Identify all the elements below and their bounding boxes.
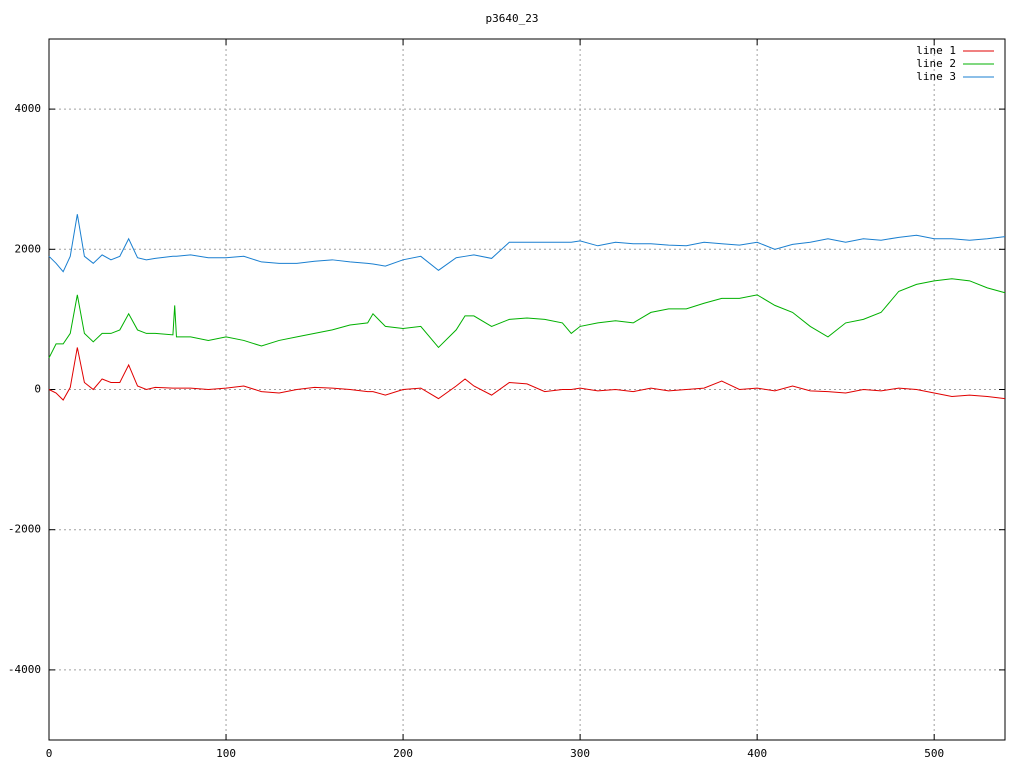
y-tick-label: 4000 (15, 102, 42, 115)
chart-title: p3640_23 (486, 12, 539, 25)
x-tick-label: 100 (216, 747, 236, 760)
y-tick-label: 2000 (15, 242, 42, 255)
data-line (48, 214, 1006, 273)
y-tick-label: 0 (34, 383, 41, 396)
x-tick-label: 0 (46, 747, 53, 760)
x-tick-label: 400 (747, 747, 767, 760)
data-line (48, 278, 1006, 359)
legend-label: line 2 (916, 57, 956, 70)
y-tick-label: -2000 (8, 523, 41, 536)
data-line (48, 347, 1006, 401)
legend-label: line 3 (916, 70, 956, 83)
y-tick-label: -4000 (8, 663, 41, 676)
legend-label: line 1 (916, 44, 956, 57)
x-tick-label: 500 (924, 747, 944, 760)
x-tick-label: 200 (393, 747, 413, 760)
x-tick-label: 300 (570, 747, 590, 760)
